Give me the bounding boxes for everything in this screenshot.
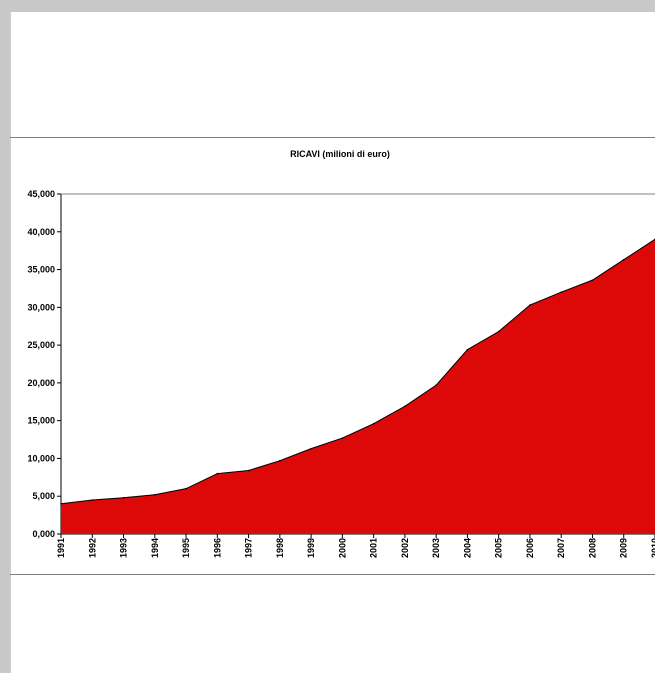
x-tick-label: 2007 [556,538,566,558]
data-point [466,348,469,351]
x-tick-label: 2002 [400,538,410,558]
y-tick-label: 40,000 [27,227,55,237]
x-tick-label: 2003 [431,538,441,558]
x-axis: 1991 1992 1993 1994 1995 1996 1997 1998 1999 2000… [56,533,655,558]
plot-area [60,193,655,534]
x-tick-label: 1991 [56,538,66,558]
revenue-area-fill [61,239,655,534]
data-point [216,472,219,475]
data-point [91,499,94,501]
y-axis: 0,000 5,000 10,000 15,000 20,000 25,000 30,000… [27,189,62,539]
chart-top-border [10,137,655,138]
x-tick-label: 1999 [306,538,316,558]
y-tick-label: 45,000 [27,189,55,199]
data-point [372,422,375,425]
y-tick-label: 30,000 [27,302,55,312]
y-tick-label: 25,000 [27,340,55,350]
data-point [185,487,187,490]
data-point [153,493,156,496]
data-point [60,502,62,505]
chart-title: RICAVI (milioni di euro) [290,149,390,159]
x-tick-label: 2001 [369,538,379,558]
data-point [435,384,437,386]
x-tick-label: 2004 [462,538,472,558]
x-tick-label: 1997 [244,538,254,558]
data-point [122,496,125,499]
y-tick-label: 0,000 [32,529,55,539]
data-point [529,304,531,306]
x-tick-label: 2006 [525,538,535,558]
x-tick-label: 2000 [337,538,347,558]
x-tick-label: 2005 [494,538,504,558]
x-tick-label: 2008 [587,538,597,558]
x-tick-label: 2009 [619,538,629,558]
data-point [247,469,250,472]
y-tick-label: 35,000 [27,265,55,275]
data-point [591,279,594,281]
data-point [622,258,625,261]
x-tick-label: 1993 [119,538,129,558]
sheet-left-border [10,12,11,673]
data-point [560,291,563,294]
x-tick-label: 1996 [212,538,222,558]
revenue-area-outline [60,238,655,505]
window-frame-left [0,0,10,673]
chart-bottom-border [10,574,655,575]
x-tick-label: 1994 [150,538,160,558]
x-tick-label: 1995 [181,538,191,558]
x-tick-label: 2010 [650,538,655,558]
data-point [404,405,406,408]
y-tick-label: 5,000 [32,491,55,501]
y-tick-label: 20,000 [27,378,55,388]
data-point [341,437,344,439]
x-tick-label: 1998 [275,538,285,558]
x-tick-label: 1992 [87,538,97,558]
data-point [279,459,281,462]
window-frame-top [0,0,655,12]
data-point [310,447,312,450]
y-tick-label: 10,000 [27,453,55,463]
data-point [497,330,500,333]
y-tick-label: 15,000 [27,416,55,426]
